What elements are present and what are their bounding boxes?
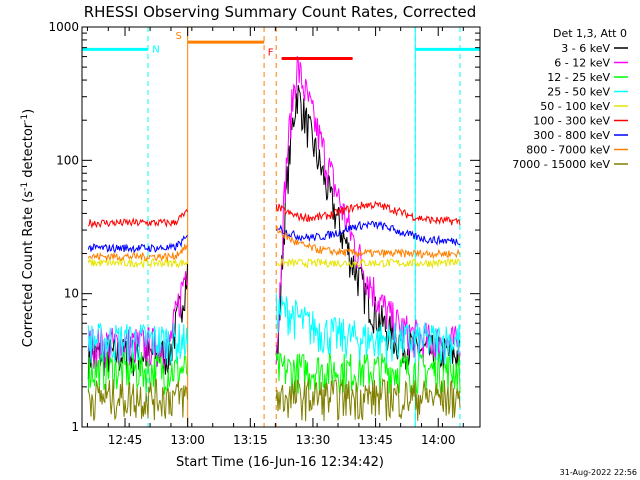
legend-label-7000-15000-kev: 7000 - 15000 keV	[512, 158, 610, 171]
series-line-800-7000-kev	[87, 244, 188, 263]
y-axis-label: Corrected Count Rate (s-1 detector-1)	[20, 109, 36, 347]
series-line-6-12-kev	[275, 56, 461, 366]
x-tick-label: 13:45	[358, 433, 393, 447]
plot-area: N S F	[82, 27, 480, 427]
series-line-12-25-kev	[275, 351, 461, 396]
series-line-7000-15000-kev	[87, 378, 188, 421]
x-tick-label: 13:30	[296, 433, 331, 447]
legend-label-12-25-kev: 12 - 25 keV	[547, 71, 610, 84]
y-tick-label: 10	[64, 287, 79, 301]
x-tick-label: 13:00	[170, 433, 205, 447]
y-tick-label: 1000	[48, 20, 79, 34]
legend-title: Det 1,3, Att 0	[553, 27, 627, 40]
series-line-100-300-kev	[275, 200, 461, 226]
series-line-800-7000-kev	[275, 225, 461, 260]
legend-label-25-50-kev: 25 - 50 keV	[547, 86, 610, 99]
y-tick-label: 100	[56, 153, 79, 167]
series-line-300-800-kev	[87, 234, 188, 254]
series-line-50-100-kev	[87, 257, 188, 269]
legend-label-300-800-kev: 300 - 800 keV	[533, 129, 610, 142]
legend-label-6-12-kev: 6 - 12 keV	[554, 57, 610, 70]
y-tick-label: 1	[71, 420, 79, 434]
x-tick-label: 13:15	[233, 433, 268, 447]
series-line-12-25-kev	[87, 351, 188, 395]
chart-title: RHESSI Observing Summary Count Rates, Co…	[84, 3, 477, 21]
x-tick-label: 12:45	[108, 433, 143, 447]
plot-frame	[81, 26, 481, 428]
legend-label-3-6-kev: 3 - 6 keV	[561, 42, 610, 55]
series-line-7000-15000-kev	[275, 377, 461, 422]
saa-interval-label: S	[175, 31, 181, 42]
legend-label-100-300-kev: 100 - 300 keV	[533, 115, 610, 128]
series-line-50-100-kev	[275, 257, 461, 269]
legend-label-800-7000-kev: 800 - 7000 keV	[526, 144, 610, 157]
flare-interval-label: F	[268, 48, 274, 59]
series-line-25-50-kev	[87, 321, 188, 365]
footer-timestamp: 31-Aug-2022 22:56	[560, 468, 637, 477]
legend-label-50-100-kev: 50 - 100 keV	[540, 100, 610, 113]
night-interval-label: N	[152, 44, 159, 55]
series-line-25-50-kev	[275, 293, 461, 365]
axes: 1 10 100 1000 12:45 13:00 13:15 13:30 13:45 14:00	[48, 20, 481, 447]
x-axis-label: Start Time (16-Jun-16 12:34:42)	[176, 455, 384, 470]
x-tick-label: 14:00	[421, 433, 456, 447]
series-line-100-300-kev	[87, 208, 188, 229]
series-line-300-800-kev	[275, 220, 461, 247]
